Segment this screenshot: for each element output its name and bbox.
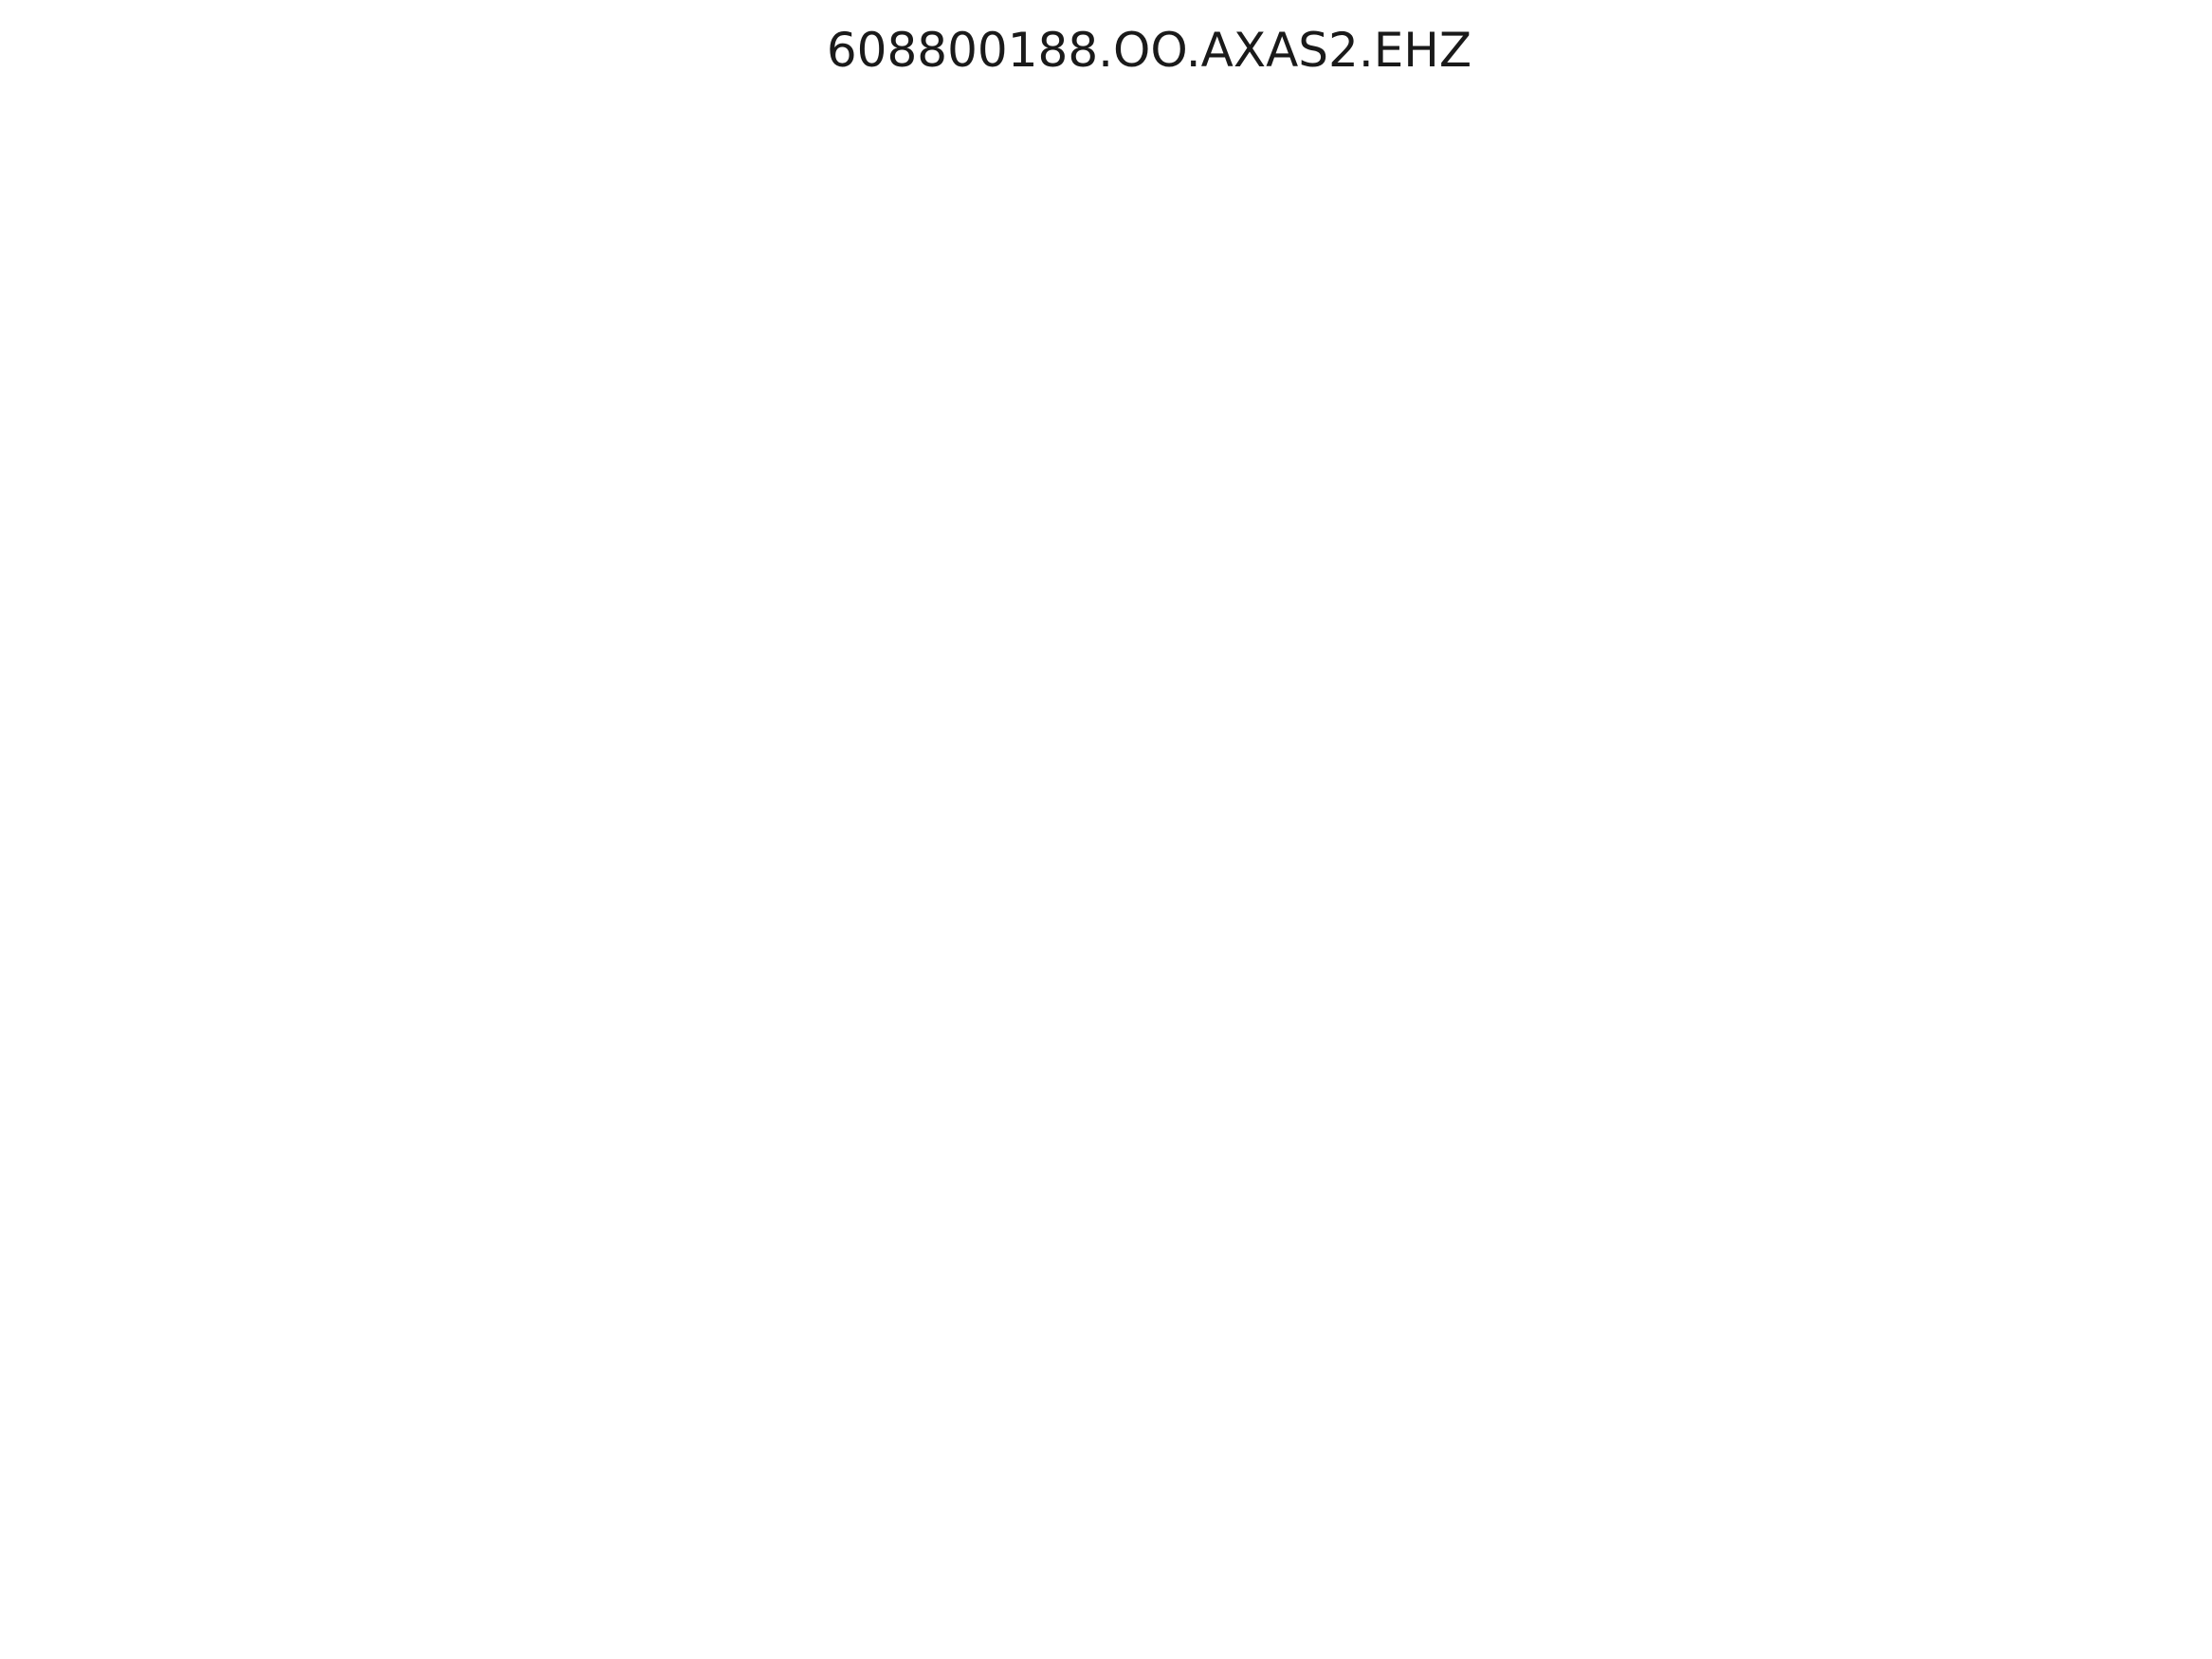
chart-title: 608800188.OO.AXAS2.EHZ [826,23,1472,78]
